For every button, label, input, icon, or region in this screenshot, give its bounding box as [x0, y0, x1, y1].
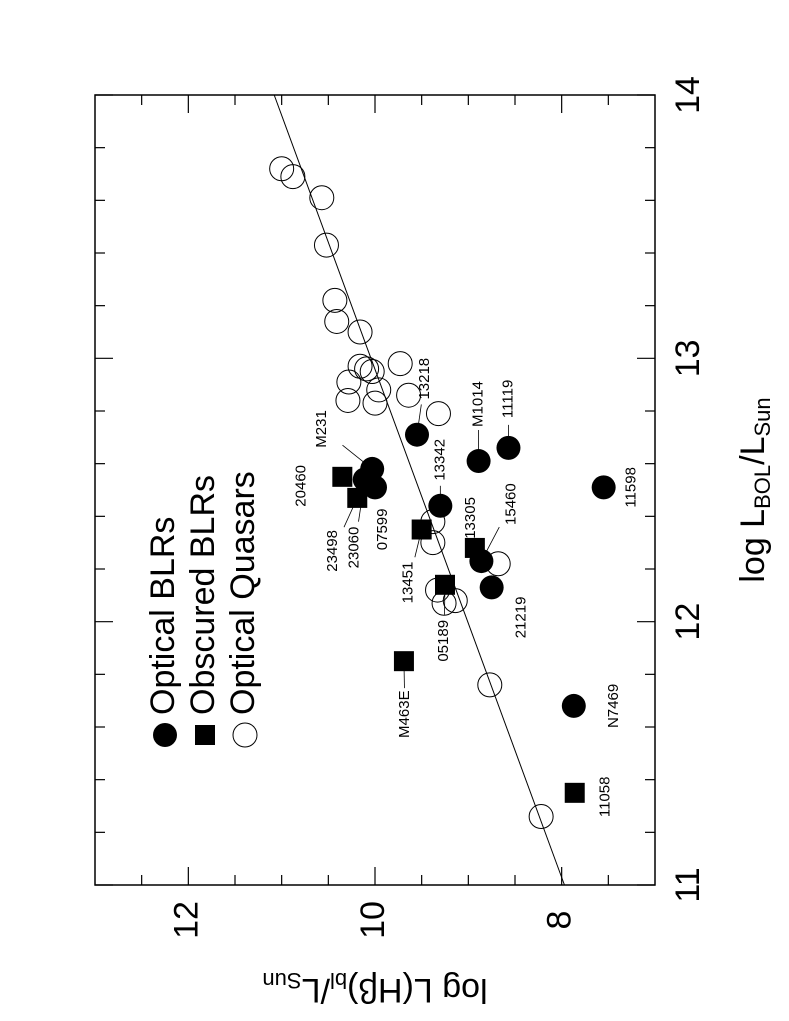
- point-label: 13342: [431, 439, 448, 481]
- leader-line: [416, 404, 422, 435]
- open-circle-marker: [420, 530, 446, 556]
- leader-line: [343, 497, 358, 528]
- point-label: 11119: [499, 380, 516, 418]
- point-label: 05189: [435, 620, 452, 662]
- x-tick-label: 12: [669, 603, 707, 641]
- leader-line: [342, 444, 373, 470]
- filled-circle-marker: [591, 475, 616, 500]
- square-marker: [332, 466, 353, 487]
- filled-circle-marker: [561, 693, 586, 718]
- open-circle-marker: [347, 319, 373, 345]
- point-label: 07599: [374, 509, 391, 551]
- point-label: 13218: [416, 358, 433, 400]
- point-label: 23498: [324, 530, 341, 572]
- y-tick-label: 10: [354, 901, 392, 939]
- point-label: 11598: [623, 467, 640, 508]
- point-label: 21219: [513, 597, 530, 639]
- y-axis-title-part: bl: [330, 968, 347, 993]
- open-circle-marker: [396, 382, 422, 408]
- y-tick-label: 12: [167, 901, 205, 939]
- point-label: N7469: [605, 684, 622, 728]
- y-axis-title-part: Sun: [262, 968, 301, 993]
- y-axis-title-part: log L(Hβ): [347, 971, 487, 1009]
- x-axis-title-part: Sun: [750, 397, 775, 436]
- open-circle-marker: [336, 369, 362, 395]
- open-circle-marker: [313, 232, 339, 258]
- filled-circle-marker: [479, 575, 504, 600]
- point-label: 13305: [462, 497, 479, 539]
- open-circle-marker: [485, 551, 511, 577]
- y-axis-title: log L(Hβ)bl/LSun: [262, 968, 487, 1009]
- x-tick-label: 14: [669, 76, 707, 114]
- open-circle-marker: [366, 377, 392, 403]
- legend-label: Obscured BLRs: [184, 475, 222, 715]
- x-tick-label: 13: [669, 339, 707, 377]
- point-label: M463E: [396, 690, 413, 738]
- open-circle-marker: [420, 509, 446, 535]
- open-circle-marker: [347, 353, 373, 379]
- point-label: M1014: [470, 381, 487, 427]
- square-marker: [464, 537, 485, 558]
- point-label: 20460: [292, 465, 309, 507]
- point-label: M231: [313, 410, 330, 448]
- x-axis-title-part: log L: [734, 509, 772, 583]
- filled-circle-marker: [153, 723, 177, 747]
- point-label: 13451: [400, 562, 417, 604]
- open-circle-marker: [280, 164, 306, 190]
- open-circle-marker: [232, 722, 258, 748]
- square-marker: [195, 725, 215, 745]
- y-axis-title-part: /L: [302, 971, 330, 1009]
- open-circle-marker: [425, 401, 451, 427]
- open-circle-marker: [359, 359, 385, 384]
- open-circle-marker: [528, 804, 554, 830]
- open-circle-marker: [309, 185, 335, 211]
- filled-circle-marker: [363, 475, 387, 500]
- open-circle-marker: [387, 351, 413, 377]
- x-axis-title: log LBOL/LSun: [734, 397, 775, 582]
- open-circle-marker: [269, 156, 295, 182]
- open-circle-marker: [362, 390, 388, 416]
- legend-label: Optical Quasars: [224, 471, 262, 715]
- open-circle-marker: [354, 356, 380, 382]
- open-circle-marker: [477, 672, 503, 698]
- leader-line: [403, 661, 405, 689]
- point-label: 15460: [502, 483, 519, 525]
- x-axis-title-part: /L: [734, 437, 772, 465]
- y-tick-label: 8: [541, 911, 579, 930]
- open-circle-marker: [425, 577, 451, 603]
- legend-label: Optical BLRs: [144, 517, 182, 715]
- leader-line: [414, 529, 423, 558]
- open-circle-marker: [322, 287, 348, 313]
- open-circle-marker: [335, 387, 361, 413]
- point-label: 11058: [597, 777, 614, 818]
- fit-line: [273, 94, 565, 886]
- open-circle-marker: [431, 590, 457, 616]
- point-label: 23060: [346, 527, 363, 569]
- x-axis-title-part: BOL: [750, 465, 775, 509]
- open-circle-marker: [324, 308, 350, 334]
- x-tick-label: 11: [669, 867, 707, 902]
- square-marker: [564, 782, 585, 803]
